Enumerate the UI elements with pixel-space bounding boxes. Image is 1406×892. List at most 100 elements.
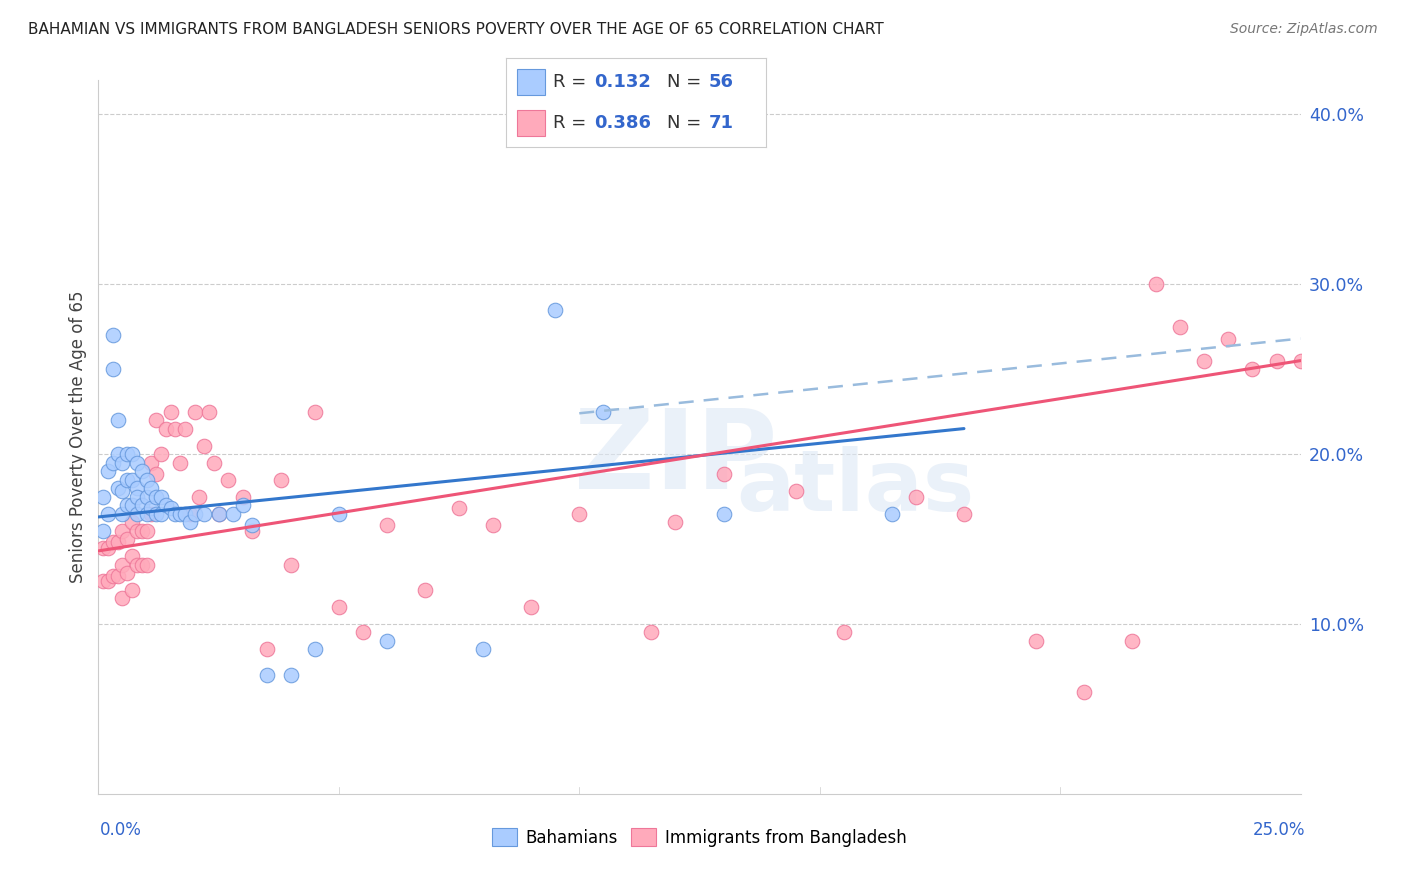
Point [904, 490, 927, 504]
Point [131, 464, 153, 478]
Point [183, 507, 205, 521]
Point [97, 507, 120, 521]
Point [1073, 685, 1095, 699]
Point [1121, 634, 1143, 648]
Point [121, 515, 143, 529]
Text: R =: R = [553, 114, 592, 132]
Point [117, 498, 139, 512]
Point [352, 625, 374, 640]
Point [121, 582, 143, 597]
Text: 0.132: 0.132 [595, 73, 651, 91]
Point [202, 456, 225, 470]
Point [953, 507, 976, 521]
Point [111, 524, 134, 538]
Text: N =: N = [668, 114, 707, 132]
Point [472, 642, 495, 657]
Point [121, 447, 143, 461]
Point [107, 481, 129, 495]
Legend: Bahamians, Immigrants from Bangladesh: Bahamians, Immigrants from Bangladesh [485, 822, 914, 854]
Point [183, 404, 205, 418]
Point [131, 524, 153, 538]
Point [125, 456, 148, 470]
Point [169, 507, 191, 521]
Point [280, 558, 302, 572]
Point [97, 574, 120, 589]
Point [117, 566, 139, 580]
Point [159, 501, 181, 516]
Point [664, 515, 686, 529]
Point [91, 490, 114, 504]
Point [217, 473, 239, 487]
Point [520, 599, 543, 614]
Point [145, 413, 167, 427]
Point [141, 507, 163, 521]
Point [91, 524, 114, 538]
Text: atlas: atlas [737, 445, 974, 529]
Point [544, 302, 567, 317]
Point [111, 484, 134, 499]
Point [101, 328, 124, 343]
Point [208, 507, 231, 521]
Point [270, 473, 292, 487]
Point [135, 558, 157, 572]
Point [304, 642, 326, 657]
Point [193, 439, 215, 453]
Point [375, 518, 398, 533]
Point [97, 541, 120, 555]
Point [155, 421, 177, 435]
Point [117, 473, 139, 487]
Point [1025, 634, 1047, 648]
Point [256, 668, 278, 682]
Point [188, 490, 211, 504]
Point [328, 507, 350, 521]
Point [111, 456, 134, 470]
Text: ZIP: ZIP [574, 405, 778, 512]
Point [159, 404, 181, 418]
Point [174, 421, 197, 435]
Point [179, 515, 201, 529]
Point [785, 484, 807, 499]
Point [568, 507, 591, 521]
Text: N =: N = [668, 73, 707, 91]
Point [125, 524, 148, 538]
Point [135, 473, 157, 487]
Point [131, 498, 153, 512]
Point [198, 404, 221, 418]
Point [165, 421, 187, 435]
Point [155, 498, 177, 512]
Y-axis label: Seniors Poverty Over the Age of 65: Seniors Poverty Over the Age of 65 [69, 291, 87, 583]
Point [135, 524, 157, 538]
Point [592, 404, 614, 418]
Point [107, 535, 129, 549]
Point [832, 625, 855, 640]
Text: R =: R = [553, 73, 592, 91]
Point [145, 467, 167, 482]
Point [149, 507, 172, 521]
Point [101, 535, 124, 549]
Point [193, 507, 215, 521]
Point [97, 464, 120, 478]
Text: BAHAMIAN VS IMMIGRANTS FROM BANGLADESH SENIORS POVERTY OVER THE AGE OF 65 CORREL: BAHAMIAN VS IMMIGRANTS FROM BANGLADESH S… [28, 22, 884, 37]
Point [1194, 353, 1216, 368]
Point [135, 490, 157, 504]
Point [141, 481, 163, 495]
Point [111, 558, 134, 572]
Point [101, 362, 124, 376]
Point [713, 507, 735, 521]
Point [1289, 353, 1312, 368]
Point [256, 642, 278, 657]
Point [165, 507, 187, 521]
Point [149, 490, 172, 504]
Point [101, 456, 124, 470]
Point [145, 507, 167, 521]
Point [149, 447, 172, 461]
Point [174, 507, 197, 521]
Point [304, 404, 326, 418]
Point [91, 574, 114, 589]
Point [1218, 332, 1240, 346]
Point [1241, 362, 1264, 376]
Point [375, 634, 398, 648]
Point [107, 413, 129, 427]
Point [232, 498, 254, 512]
Point [1265, 353, 1288, 368]
